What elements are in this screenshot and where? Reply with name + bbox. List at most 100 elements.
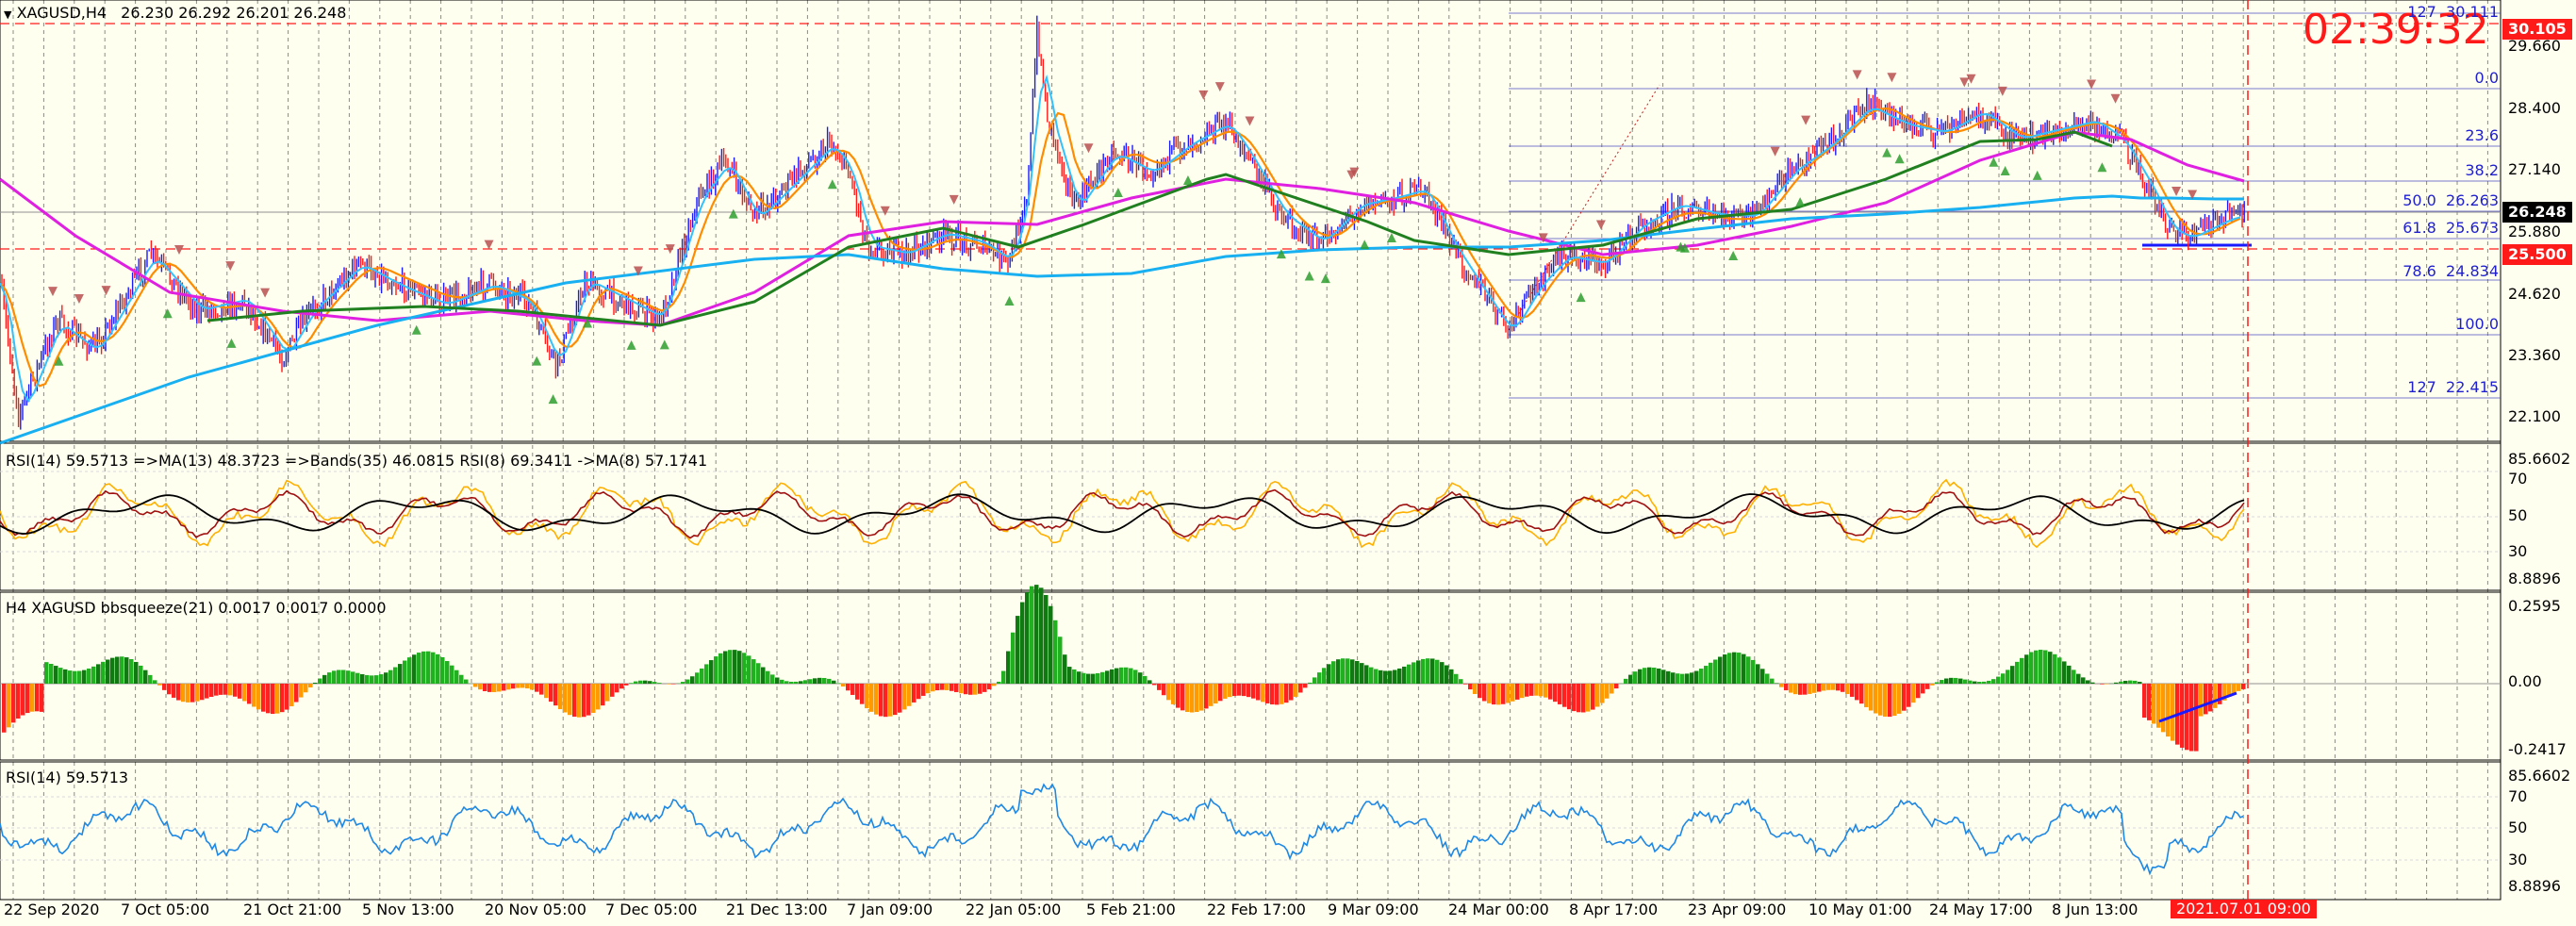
squeeze-bar bbox=[690, 676, 695, 684]
squeeze-bar bbox=[1171, 684, 1176, 704]
squeeze-bar bbox=[1049, 605, 1053, 684]
squeeze-bar bbox=[1341, 658, 1346, 684]
squeeze-bar bbox=[1379, 670, 1383, 684]
squeeze-bar bbox=[2180, 684, 2185, 748]
high-line-price-tag: 30.105 bbox=[2502, 19, 2572, 40]
rsi-axis-tick: 50 bbox=[2508, 506, 2528, 524]
squeeze-bar bbox=[723, 651, 728, 684]
rsi-indicator bbox=[0, 471, 2501, 553]
squeeze-bar bbox=[1487, 684, 1492, 703]
rsi8-line bbox=[0, 478, 2245, 549]
price-tick: 28.400 bbox=[2508, 99, 2561, 117]
time-tick: 22 Feb 17:00 bbox=[1207, 901, 1306, 918]
buy-arrow-icon bbox=[54, 356, 64, 366]
squeeze-bar bbox=[2039, 650, 2043, 684]
buy-arrow-icon bbox=[583, 318, 593, 328]
squeeze-bar bbox=[2020, 657, 2024, 684]
squeeze-bar bbox=[1798, 684, 1803, 695]
squeeze-bar bbox=[1949, 677, 1954, 684]
squeeze-bar bbox=[1864, 684, 1869, 707]
squeeze-bar bbox=[1760, 669, 1765, 684]
squeeze-bar bbox=[1690, 672, 1694, 684]
vertical-grid bbox=[12, 0, 2488, 900]
sell-arrow-icon bbox=[47, 287, 58, 297]
squeeze-bar bbox=[110, 657, 115, 684]
squeeze-bar bbox=[808, 679, 813, 684]
buy-arrow-icon bbox=[1276, 249, 1286, 259]
squeeze-bar bbox=[1133, 670, 1138, 684]
buy-arrow-icon bbox=[728, 208, 738, 219]
squeeze-bar bbox=[1232, 684, 1237, 697]
fib-label: 50.0 26.263 bbox=[2403, 191, 2499, 209]
squeeze-bar bbox=[1463, 684, 1468, 685]
squeeze-bar bbox=[7, 684, 11, 728]
squeeze-bar bbox=[431, 652, 436, 684]
squeeze-bar bbox=[1897, 684, 1902, 714]
buy-arrow-icon bbox=[1989, 157, 1999, 167]
squeeze-bar bbox=[407, 657, 412, 684]
squeeze-bar bbox=[1138, 672, 1143, 684]
squeeze-bar bbox=[1506, 684, 1511, 703]
squeeze-bar bbox=[426, 651, 431, 684]
squeeze-bar bbox=[2010, 666, 2015, 684]
time-tick: 9 Mar 09:00 bbox=[1328, 901, 1419, 918]
fib-label: 38.2 bbox=[2465, 161, 2499, 179]
rsi-axis-tick: 85.6602 bbox=[2508, 450, 2571, 468]
squeeze-bar bbox=[1298, 684, 1303, 693]
squeeze-bar bbox=[497, 684, 502, 692]
squeeze-bar bbox=[907, 684, 912, 706]
squeeze-bar bbox=[1265, 684, 1270, 703]
squeeze-panel-label: H4 XAGUSD bbsqueeze(21) 0.0017 0.0017 0.… bbox=[6, 599, 387, 617]
squeeze-bar bbox=[176, 684, 181, 701]
squeeze-bar bbox=[1808, 684, 1812, 694]
squeeze-bar bbox=[2241, 684, 2246, 689]
squeeze-bar bbox=[2053, 653, 2057, 684]
fib-label: 127 30.111 bbox=[2407, 3, 2499, 21]
squeeze-bar bbox=[450, 665, 454, 684]
squeeze-bar bbox=[1006, 651, 1011, 684]
sell-arrow-icon bbox=[1198, 90, 1209, 100]
squeeze-bar bbox=[1925, 684, 1930, 689]
squeeze-bar bbox=[1836, 684, 1841, 691]
squeeze-bar bbox=[289, 684, 294, 706]
squeeze-bar bbox=[1313, 677, 1317, 684]
squeeze-bar bbox=[1727, 653, 1732, 684]
squeeze-bar bbox=[1709, 662, 1713, 684]
squeeze-bar bbox=[1940, 680, 1944, 684]
squeeze-bar bbox=[1784, 684, 1789, 691]
time-tick: 23 Apr 09:00 bbox=[1688, 901, 1787, 918]
rsi-axis-tick: 8.8896 bbox=[2508, 570, 2561, 587]
squeeze-bar bbox=[978, 684, 983, 694]
squeeze-bar bbox=[417, 653, 421, 684]
squeeze-bar bbox=[1501, 684, 1506, 704]
squeeze-bar bbox=[190, 684, 195, 703]
squeeze-bar bbox=[1185, 684, 1190, 712]
squeeze-bar bbox=[770, 674, 775, 684]
squeeze-bar bbox=[539, 684, 544, 695]
price-panel-frame bbox=[0, 0, 2502, 442]
squeeze-bar bbox=[1082, 672, 1086, 684]
squeeze-bar bbox=[1096, 672, 1100, 684]
squeeze-bar bbox=[1793, 684, 1798, 695]
squeeze-bar bbox=[205, 684, 209, 699]
squeeze-bar bbox=[1261, 684, 1265, 703]
fib-label: 0.0 bbox=[2474, 69, 2499, 87]
squeeze-bar bbox=[143, 670, 148, 684]
squeeze-bar bbox=[238, 684, 242, 699]
rsi2-axis-tick: 85.6602 bbox=[2508, 767, 2571, 785]
squeeze-bar bbox=[440, 657, 445, 684]
squeeze-bar bbox=[1652, 668, 1657, 684]
squeeze-bar bbox=[1162, 684, 1166, 696]
collapse-arrow-icon[interactable]: ▼ bbox=[4, 8, 12, 21]
squeeze-bar bbox=[954, 684, 959, 692]
sell-arrow-icon bbox=[74, 293, 84, 304]
fib-label: 100.0 bbox=[2455, 315, 2499, 333]
squeeze-bar bbox=[1930, 684, 1935, 686]
squeeze-bar bbox=[695, 672, 700, 684]
squeeze-bar bbox=[1115, 668, 1119, 684]
buy-arrow-icon bbox=[1113, 187, 1123, 197]
squeeze-bar bbox=[106, 659, 110, 684]
squeeze-bar bbox=[1331, 661, 1336, 684]
